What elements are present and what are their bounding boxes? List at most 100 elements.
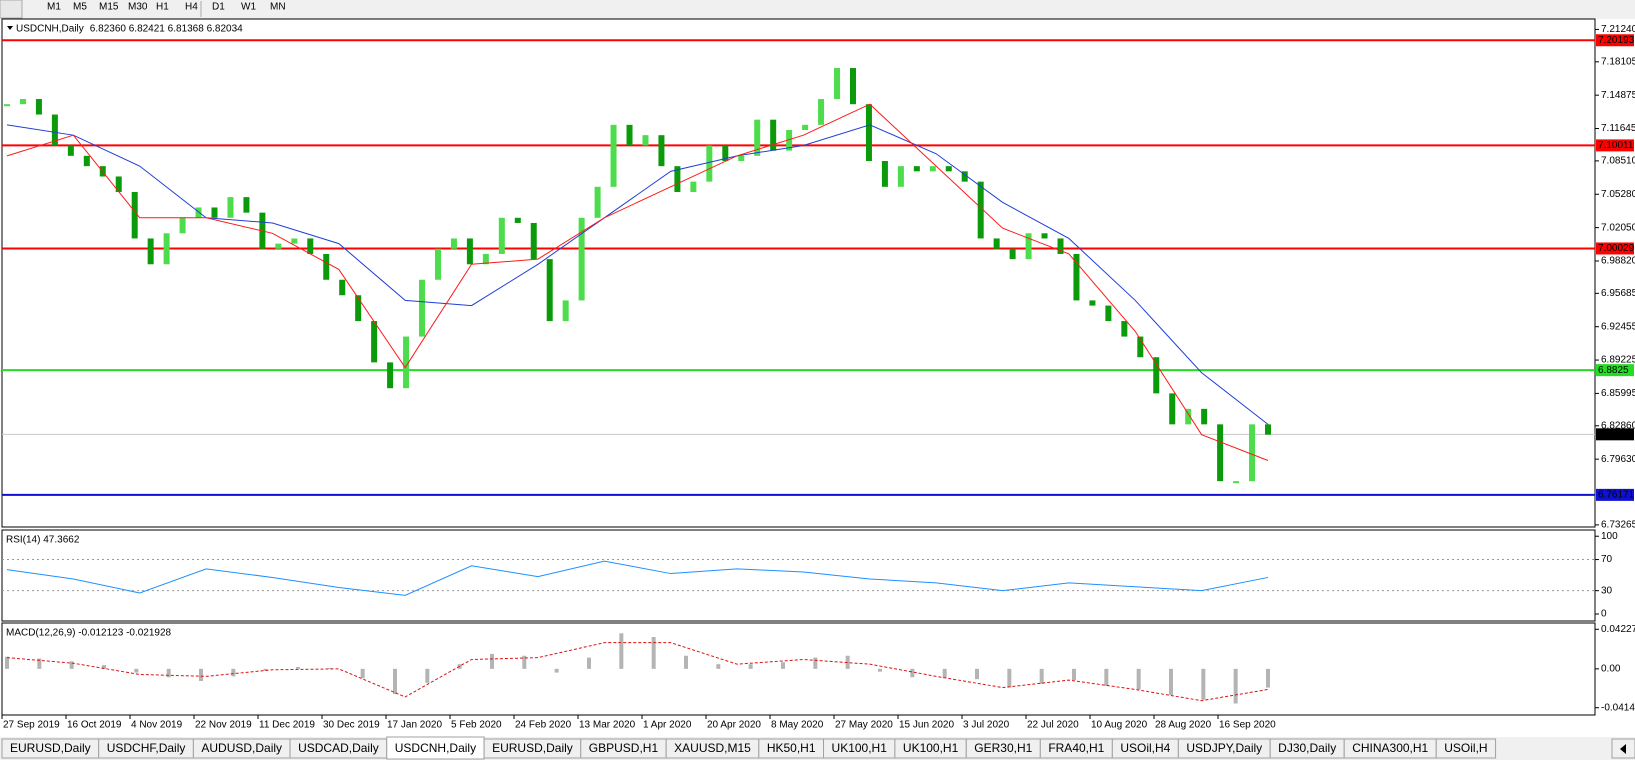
candle (690, 181, 697, 192)
y-tick-label: 6.85995 (1601, 388, 1635, 399)
candle (450, 238, 457, 249)
cursor-button[interactable] (0, 0, 23, 19)
macd-bar (1201, 668, 1206, 700)
tab-label[interactable]: FRA40,H1 (1048, 741, 1104, 755)
price-label (1596, 34, 1634, 47)
candle (339, 279, 346, 296)
candle (738, 155, 745, 162)
macd-bar (1104, 668, 1109, 686)
candle (1185, 408, 1192, 425)
price-label-text: 6.76171 (1598, 490, 1635, 501)
y-tick-label: 6.73265 (1601, 520, 1635, 531)
y-tick-label: 6.92455 (1601, 321, 1635, 332)
tab-label[interactable]: USDCNH,Daily (395, 741, 476, 755)
timeframe-button[interactable]: H4 (185, 2, 198, 13)
macd-bar (296, 666, 300, 669)
tab-label[interactable]: USOil,H4 (1120, 741, 1170, 755)
candle (1153, 357, 1160, 394)
candle (355, 295, 362, 322)
candle (786, 130, 793, 151)
tab[interactable] (1435, 738, 1497, 759)
macd-bar (1233, 668, 1238, 704)
macd-bar (619, 633, 624, 669)
price-label-text: 6.82034 (1598, 429, 1635, 440)
x-tick-label: 15 Jun 2020 (899, 720, 954, 731)
tab-label[interactable]: AUDUSD,Daily (201, 741, 282, 755)
tab-scroll-arrow (1620, 744, 1626, 754)
candle (1041, 233, 1048, 239)
x-tick-label: 22 Jul 2020 (1027, 720, 1079, 731)
candle (227, 197, 234, 218)
timeframe-button[interactable]: D1 (212, 2, 225, 13)
y-tick-label: 6.89225 (1601, 355, 1635, 366)
macd-bar (1136, 668, 1141, 690)
tab-label[interactable]: DJ30,Daily (1278, 741, 1336, 755)
price-label-text: 6.8825 (1598, 365, 1629, 376)
macd-bar (134, 668, 139, 673)
candle (307, 238, 314, 254)
tab-label[interactable]: USDJPY,Daily (1186, 741, 1262, 755)
candle (546, 259, 553, 322)
y-tick-label: 0.042275 (1601, 624, 1635, 635)
y-tick-label: 6.79630 (1601, 454, 1635, 465)
candle (578, 217, 585, 301)
tab-label[interactable]: XAUUSD,M15 (674, 741, 751, 755)
candle (993, 238, 1000, 249)
x-tick-label: 17 Jan 2020 (387, 720, 442, 731)
candle (35, 99, 42, 115)
tab-label[interactable]: GBPUSD,H1 (589, 741, 659, 755)
candle (243, 197, 250, 213)
tab-label[interactable]: UK100,H1 (832, 741, 888, 755)
candle (51, 114, 58, 146)
macd-bar (813, 657, 818, 669)
candle (211, 207, 218, 218)
tab-label[interactable]: HK50,H1 (767, 741, 816, 755)
candle (945, 166, 952, 172)
macd-bar (651, 637, 656, 669)
tab-label[interactable]: CHINA300,H1 (1352, 741, 1428, 755)
candle (913, 166, 920, 172)
y-tick-label: 7.18105 (1601, 56, 1635, 67)
tab-label[interactable]: USOil,H (1444, 741, 1487, 755)
macd-bar (781, 662, 785, 669)
timeframe-button[interactable]: W1 (241, 2, 256, 13)
macd-bar (684, 655, 688, 669)
y-tick-label: 7.05280 (1601, 189, 1635, 200)
candle (722, 145, 729, 162)
timeframe-button[interactable]: M1 (47, 2, 61, 13)
y-tick-label: 6.95685 (1601, 288, 1635, 299)
candle (371, 321, 378, 363)
macd-bar (1007, 668, 1012, 688)
x-tick-label: 1 Apr 2020 (643, 720, 692, 731)
tab-label[interactable]: USDCAD,Daily (298, 741, 379, 755)
tab-label[interactable]: USDCHF,Daily (107, 741, 186, 755)
x-tick-label: 5 Feb 2020 (451, 720, 502, 731)
candle (849, 68, 856, 105)
timeframe-button[interactable]: M5 (73, 2, 87, 13)
timeframe-button[interactable]: H1 (156, 2, 169, 13)
macd-bar (845, 655, 850, 669)
x-tick-label: 16 Oct 2019 (67, 720, 122, 731)
tab-label[interactable]: EURUSD,Daily (10, 741, 91, 755)
macd-bar (393, 668, 397, 695)
y-tick-label: 7.14875 (1601, 90, 1635, 101)
macd-panel (1, 622, 1596, 716)
timeframe-button[interactable]: M30 (128, 2, 148, 13)
x-tick-label: 3 Jul 2020 (963, 720, 1010, 731)
tab-label[interactable]: GER30,H1 (974, 741, 1032, 755)
moving-average (6, 124, 1269, 425)
candle (498, 217, 505, 254)
timeframe-button[interactable]: MN (270, 2, 286, 13)
macd-bar (231, 668, 236, 677)
candle (419, 279, 426, 337)
timeframe-button[interactable]: M15 (99, 2, 119, 13)
tab-label[interactable]: UK100,H1 (903, 741, 959, 755)
menu-arrow (7, 26, 13, 30)
candle (1233, 481, 1240, 484)
price-label (1596, 488, 1634, 501)
price-label-text: 7.20193 (1598, 35, 1635, 46)
toolbar (0, 0, 1635, 19)
tab-label[interactable]: EURUSD,Daily (492, 741, 573, 755)
candle (1057, 238, 1064, 254)
